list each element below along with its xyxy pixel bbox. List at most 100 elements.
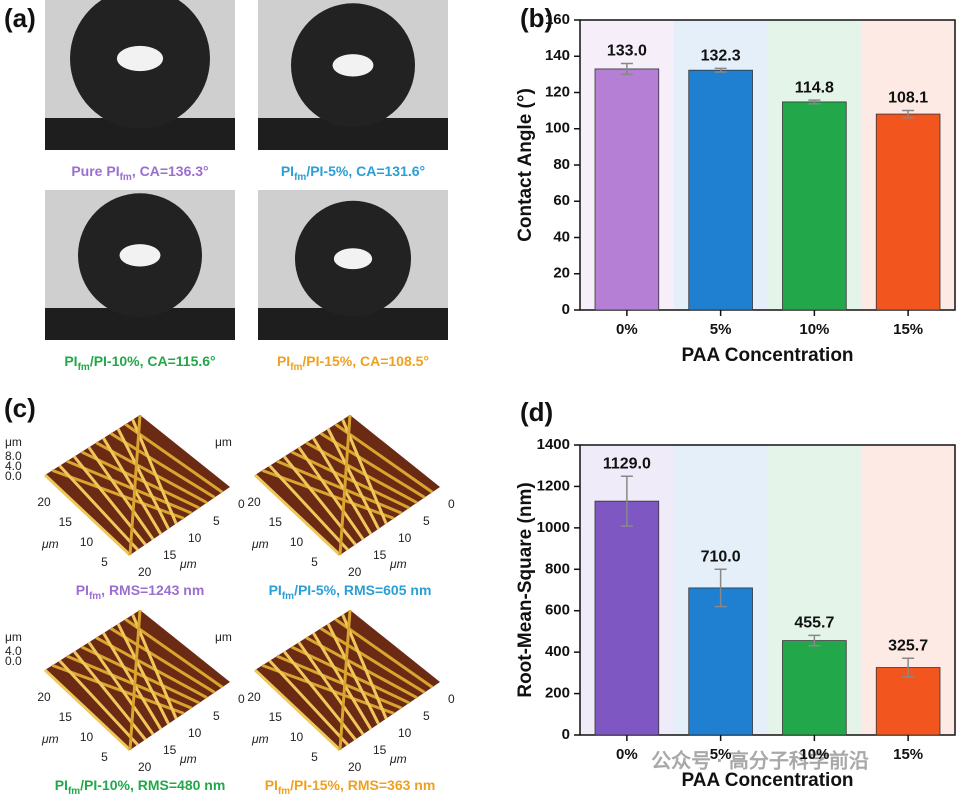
x-axis-title: PAA Concentration	[681, 345, 853, 366]
x-tick-label: 0%	[616, 746, 638, 763]
fiber	[51, 468, 185, 520]
bar	[688, 69, 753, 311]
fiber	[87, 641, 155, 736]
x-tick-label: 5%	[710, 321, 732, 338]
fiber	[95, 441, 208, 505]
afm-tick: 5	[101, 750, 108, 764]
afm-tick: 15	[163, 743, 177, 757]
caption-sub: fm	[68, 786, 80, 797]
afm-tick: 10	[290, 730, 304, 744]
y-tick-label: 60	[553, 192, 570, 209]
afm-tick: 5	[423, 514, 430, 528]
plot-frame	[579, 444, 956, 736]
bar	[688, 587, 753, 736]
afm-tick: 5	[311, 750, 318, 764]
fiber	[276, 459, 403, 515]
x-tick-label: 15%	[893, 321, 923, 338]
value-label: 133.0	[607, 43, 647, 60]
afm-tick: 20	[348, 760, 362, 774]
afm-tick: 10	[398, 531, 412, 545]
bar	[875, 113, 941, 311]
caption-sub: fm	[78, 362, 90, 373]
afm-z-tick: 0.0	[5, 469, 22, 483]
value-label: 710.0	[701, 549, 741, 566]
caption-text: PI	[269, 582, 282, 598]
afm-tick: 10	[188, 531, 202, 545]
fiber	[338, 414, 352, 556]
caption-text: Pure PI	[71, 163, 119, 179]
y-axis-title: Root-Mean-Square (nm)	[515, 482, 536, 697]
caption-sub: fm	[290, 362, 302, 373]
fiber	[334, 618, 434, 689]
afm-tick: 20	[138, 760, 152, 774]
afm-z-unit: μm	[215, 435, 232, 449]
value-label: 132.3	[701, 48, 741, 65]
afm-tick: 20	[348, 565, 362, 579]
afm-unit: μm	[251, 732, 269, 746]
value-label: 114.8	[795, 79, 834, 96]
fiber	[43, 473, 132, 557]
fiber	[338, 609, 352, 751]
afm-tick: 0	[448, 692, 455, 706]
afm-tick: 0	[238, 497, 245, 511]
caption-sub: fm	[89, 591, 101, 602]
caption-text: PI	[281, 163, 294, 179]
y-tick-label: 100	[545, 120, 570, 137]
error-bar	[620, 475, 633, 527]
y-tick-label: 400	[545, 643, 570, 660]
caption: PIfm/PI-10%, RMS=480 nm	[55, 777, 226, 797]
bar	[782, 101, 847, 311]
fiber	[290, 645, 410, 705]
fiber	[128, 414, 142, 556]
afm-tick: 0	[238, 692, 245, 706]
caption-text: /PI-15%, CA=108.5°	[302, 353, 429, 369]
highlight	[116, 45, 164, 72]
caption-text: PI	[277, 353, 290, 369]
fiber	[116, 428, 170, 530]
fiber	[102, 437, 163, 535]
afm-z-tick: 4.0	[5, 459, 22, 473]
caption-sub: fm	[278, 786, 290, 797]
fiber	[297, 446, 365, 541]
fiber	[326, 428, 380, 530]
fiber	[319, 627, 426, 694]
fiber	[283, 455, 357, 546]
error-bar	[808, 634, 821, 647]
highlight	[119, 244, 161, 267]
afm-z-unit: μm	[215, 630, 232, 644]
afm-tick: 5	[213, 514, 220, 528]
afm-z-tick: 4.0	[5, 644, 22, 658]
afm-unit: μm	[41, 537, 59, 551]
afm-unit: μm	[251, 537, 269, 551]
error-bar	[902, 109, 915, 119]
fiber	[305, 636, 418, 700]
fiber	[102, 632, 163, 730]
x-tick-label: 15%	[893, 746, 923, 763]
fiber	[128, 609, 142, 751]
highlight	[333, 248, 373, 270]
afm-unit: μm	[179, 557, 197, 571]
value-label: 108.1	[888, 90, 928, 107]
afm-tick: 15	[373, 548, 387, 562]
afm-tick: 15	[59, 710, 73, 724]
fiber	[58, 464, 139, 551]
fiber	[109, 627, 216, 694]
fiber	[290, 450, 410, 510]
x-tick-label: 5%	[710, 746, 732, 763]
caption-text: /PI-5%, RMS=605 nm	[294, 582, 431, 598]
afm-tick: 15	[269, 515, 283, 529]
afm-z-unit: μm	[5, 630, 22, 644]
bar	[594, 68, 660, 311]
y-tick-label: 160	[545, 11, 570, 28]
bar	[594, 500, 660, 736]
afm-tick: 10	[188, 726, 202, 740]
caption-sub: fm	[294, 172, 306, 183]
y-tick-label: 600	[545, 602, 570, 619]
y-tick-label: 40	[553, 228, 570, 245]
fiber	[261, 468, 395, 520]
caption: PIfm/PI-15%, CA=108.5°	[277, 353, 429, 373]
fiber	[305, 441, 418, 505]
y-tick-label: 200	[545, 685, 570, 702]
afm-tick: 10	[290, 535, 304, 549]
y-tick-label: 0	[562, 726, 570, 743]
